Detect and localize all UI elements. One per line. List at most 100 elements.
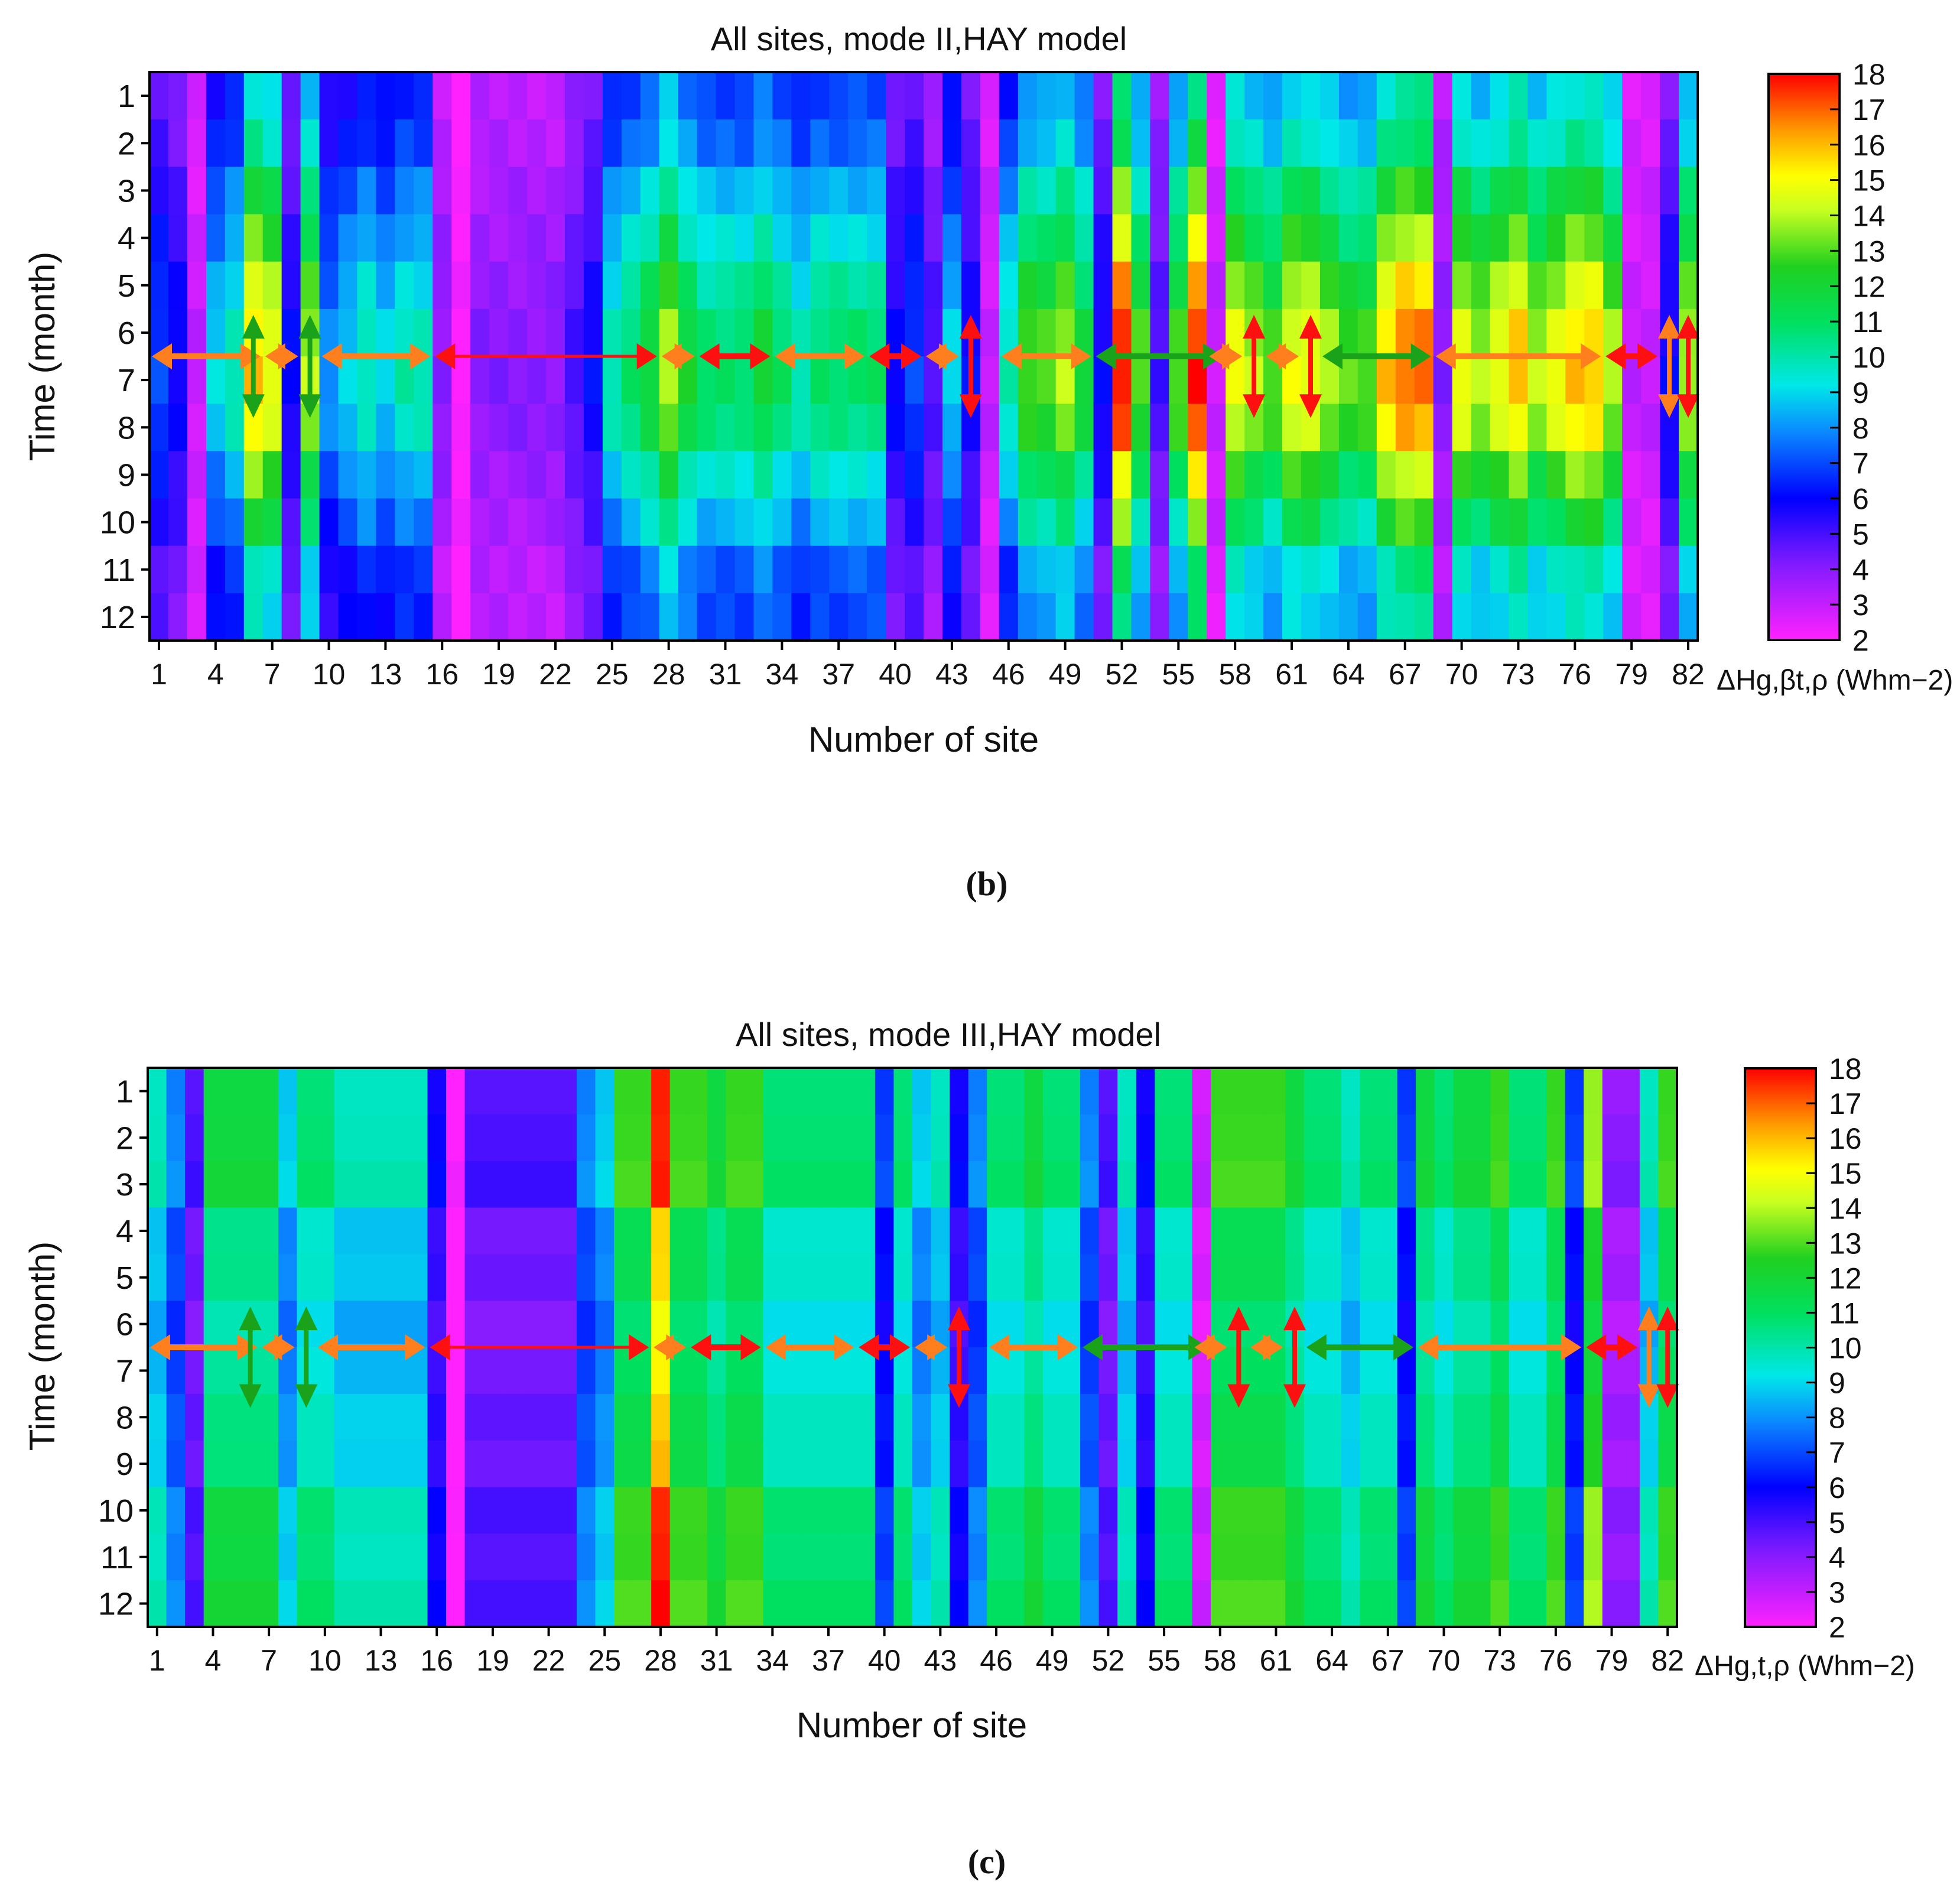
heat-cell <box>1433 451 1453 499</box>
heat-cell <box>1005 1440 1025 1488</box>
heat-cell <box>527 308 547 357</box>
heat-cell <box>390 1580 409 1627</box>
heat-cell <box>297 1207 316 1255</box>
heat-cell <box>148 1487 167 1534</box>
x-tick-label: 19 <box>476 1644 509 1677</box>
heat-cell <box>1341 1301 1361 1348</box>
heat-cell <box>489 261 509 310</box>
heat-cell <box>931 1068 950 1115</box>
heat-cell <box>408 1533 428 1581</box>
heat-cell <box>961 451 981 499</box>
heat-cell <box>1357 119 1377 167</box>
heat-cell <box>371 1487 391 1534</box>
heat-cell <box>1173 1207 1193 1255</box>
heat-cell <box>1621 1114 1640 1162</box>
heat-cell <box>1565 451 1585 499</box>
heat-cell <box>875 1580 895 1627</box>
heat-cell <box>558 1533 577 1581</box>
heat-cell <box>1338 261 1358 310</box>
heat-cell <box>688 1533 708 1581</box>
heat-cell <box>651 1487 671 1534</box>
heat-cell <box>464 1440 484 1488</box>
double-arrow-horizontal <box>699 343 771 369</box>
heat-cell <box>1098 1161 1118 1208</box>
heat-cell <box>1471 167 1491 215</box>
heat-cell <box>1131 451 1151 499</box>
heat-cell <box>1452 498 1472 547</box>
heat-cell <box>395 72 414 120</box>
heat-cell <box>1207 72 1226 120</box>
heat-cell <box>1622 167 1642 215</box>
heat-cell <box>433 167 452 215</box>
x-tick-label: 79 <box>1615 658 1648 691</box>
heat-cell <box>259 1533 279 1581</box>
heat-cell <box>1282 214 1302 262</box>
heat-cell <box>545 593 565 641</box>
heat-cell <box>1322 1440 1342 1488</box>
heat-cell <box>1603 261 1623 310</box>
heat-cell <box>187 214 207 262</box>
heat-cell <box>1527 1161 1547 1208</box>
heat-cell <box>726 1533 745 1581</box>
heat-cell <box>1150 356 1169 404</box>
heat-cell <box>1433 261 1453 310</box>
heat-cell <box>1621 1254 1640 1301</box>
heat-cell <box>206 214 226 262</box>
heat-cell <box>791 404 811 451</box>
heat-cell <box>1527 451 1547 499</box>
heat-cell <box>924 404 943 451</box>
heat-cell <box>187 545 207 594</box>
heat-cell <box>856 1580 876 1627</box>
heat-cell <box>1338 404 1358 451</box>
heat-cell <box>300 498 320 547</box>
heat-cell <box>968 1487 987 1534</box>
heat-cell <box>744 1580 764 1627</box>
heat-cell <box>1471 1347 1491 1395</box>
heat-cell <box>763 1114 782 1162</box>
heat-cell <box>1229 1068 1249 1115</box>
heat-cell <box>1018 72 1038 120</box>
heat-cell <box>539 1301 558 1348</box>
heat-cell <box>1055 545 1075 594</box>
heat-cell <box>206 356 226 404</box>
heat-cell <box>726 1393 745 1441</box>
heat-cell <box>1322 1393 1342 1441</box>
heat-cell <box>669 1533 689 1581</box>
heat-cell <box>595 1393 615 1441</box>
colorbar-tick-label: 8 <box>1852 412 1869 445</box>
heat-cell <box>1210 1580 1230 1627</box>
heat-cell <box>545 356 565 404</box>
heat-cell <box>1379 1161 1398 1208</box>
heat-cell <box>1024 1114 1044 1162</box>
heat-cell <box>1282 498 1302 547</box>
heat-cell <box>489 545 509 594</box>
heat-cell <box>1679 214 1698 262</box>
heat-cell <box>1226 72 1245 120</box>
heat-cell <box>1301 119 1321 167</box>
heat-cell <box>376 167 395 215</box>
heat-cell <box>508 545 528 594</box>
heat-cell <box>621 545 641 594</box>
heat-cell <box>1658 1207 1678 1255</box>
double-arrow-vertical <box>242 314 265 418</box>
heat-cell <box>1036 404 1057 451</box>
heat-cell <box>651 1393 671 1441</box>
heat-cell <box>390 1393 409 1441</box>
heat-cell <box>602 261 622 310</box>
heat-cell <box>1490 167 1510 215</box>
heat-cell <box>1266 1533 1286 1581</box>
heat-cell <box>376 451 395 499</box>
heat-cell <box>867 72 886 120</box>
heat-cell <box>1263 72 1283 120</box>
heat-cell <box>640 593 660 641</box>
heat-cell <box>1098 1533 1118 1581</box>
heat-cell <box>924 451 943 499</box>
heat-cell <box>829 593 849 641</box>
heat-cell <box>502 1347 521 1395</box>
x-tick-label: 58 <box>1218 658 1252 691</box>
heat-cell <box>980 593 1000 641</box>
heat-cell <box>1042 1533 1062 1581</box>
heat-cell <box>999 593 1019 641</box>
heat-cell <box>1397 1068 1416 1115</box>
heat-cell <box>1679 167 1698 215</box>
